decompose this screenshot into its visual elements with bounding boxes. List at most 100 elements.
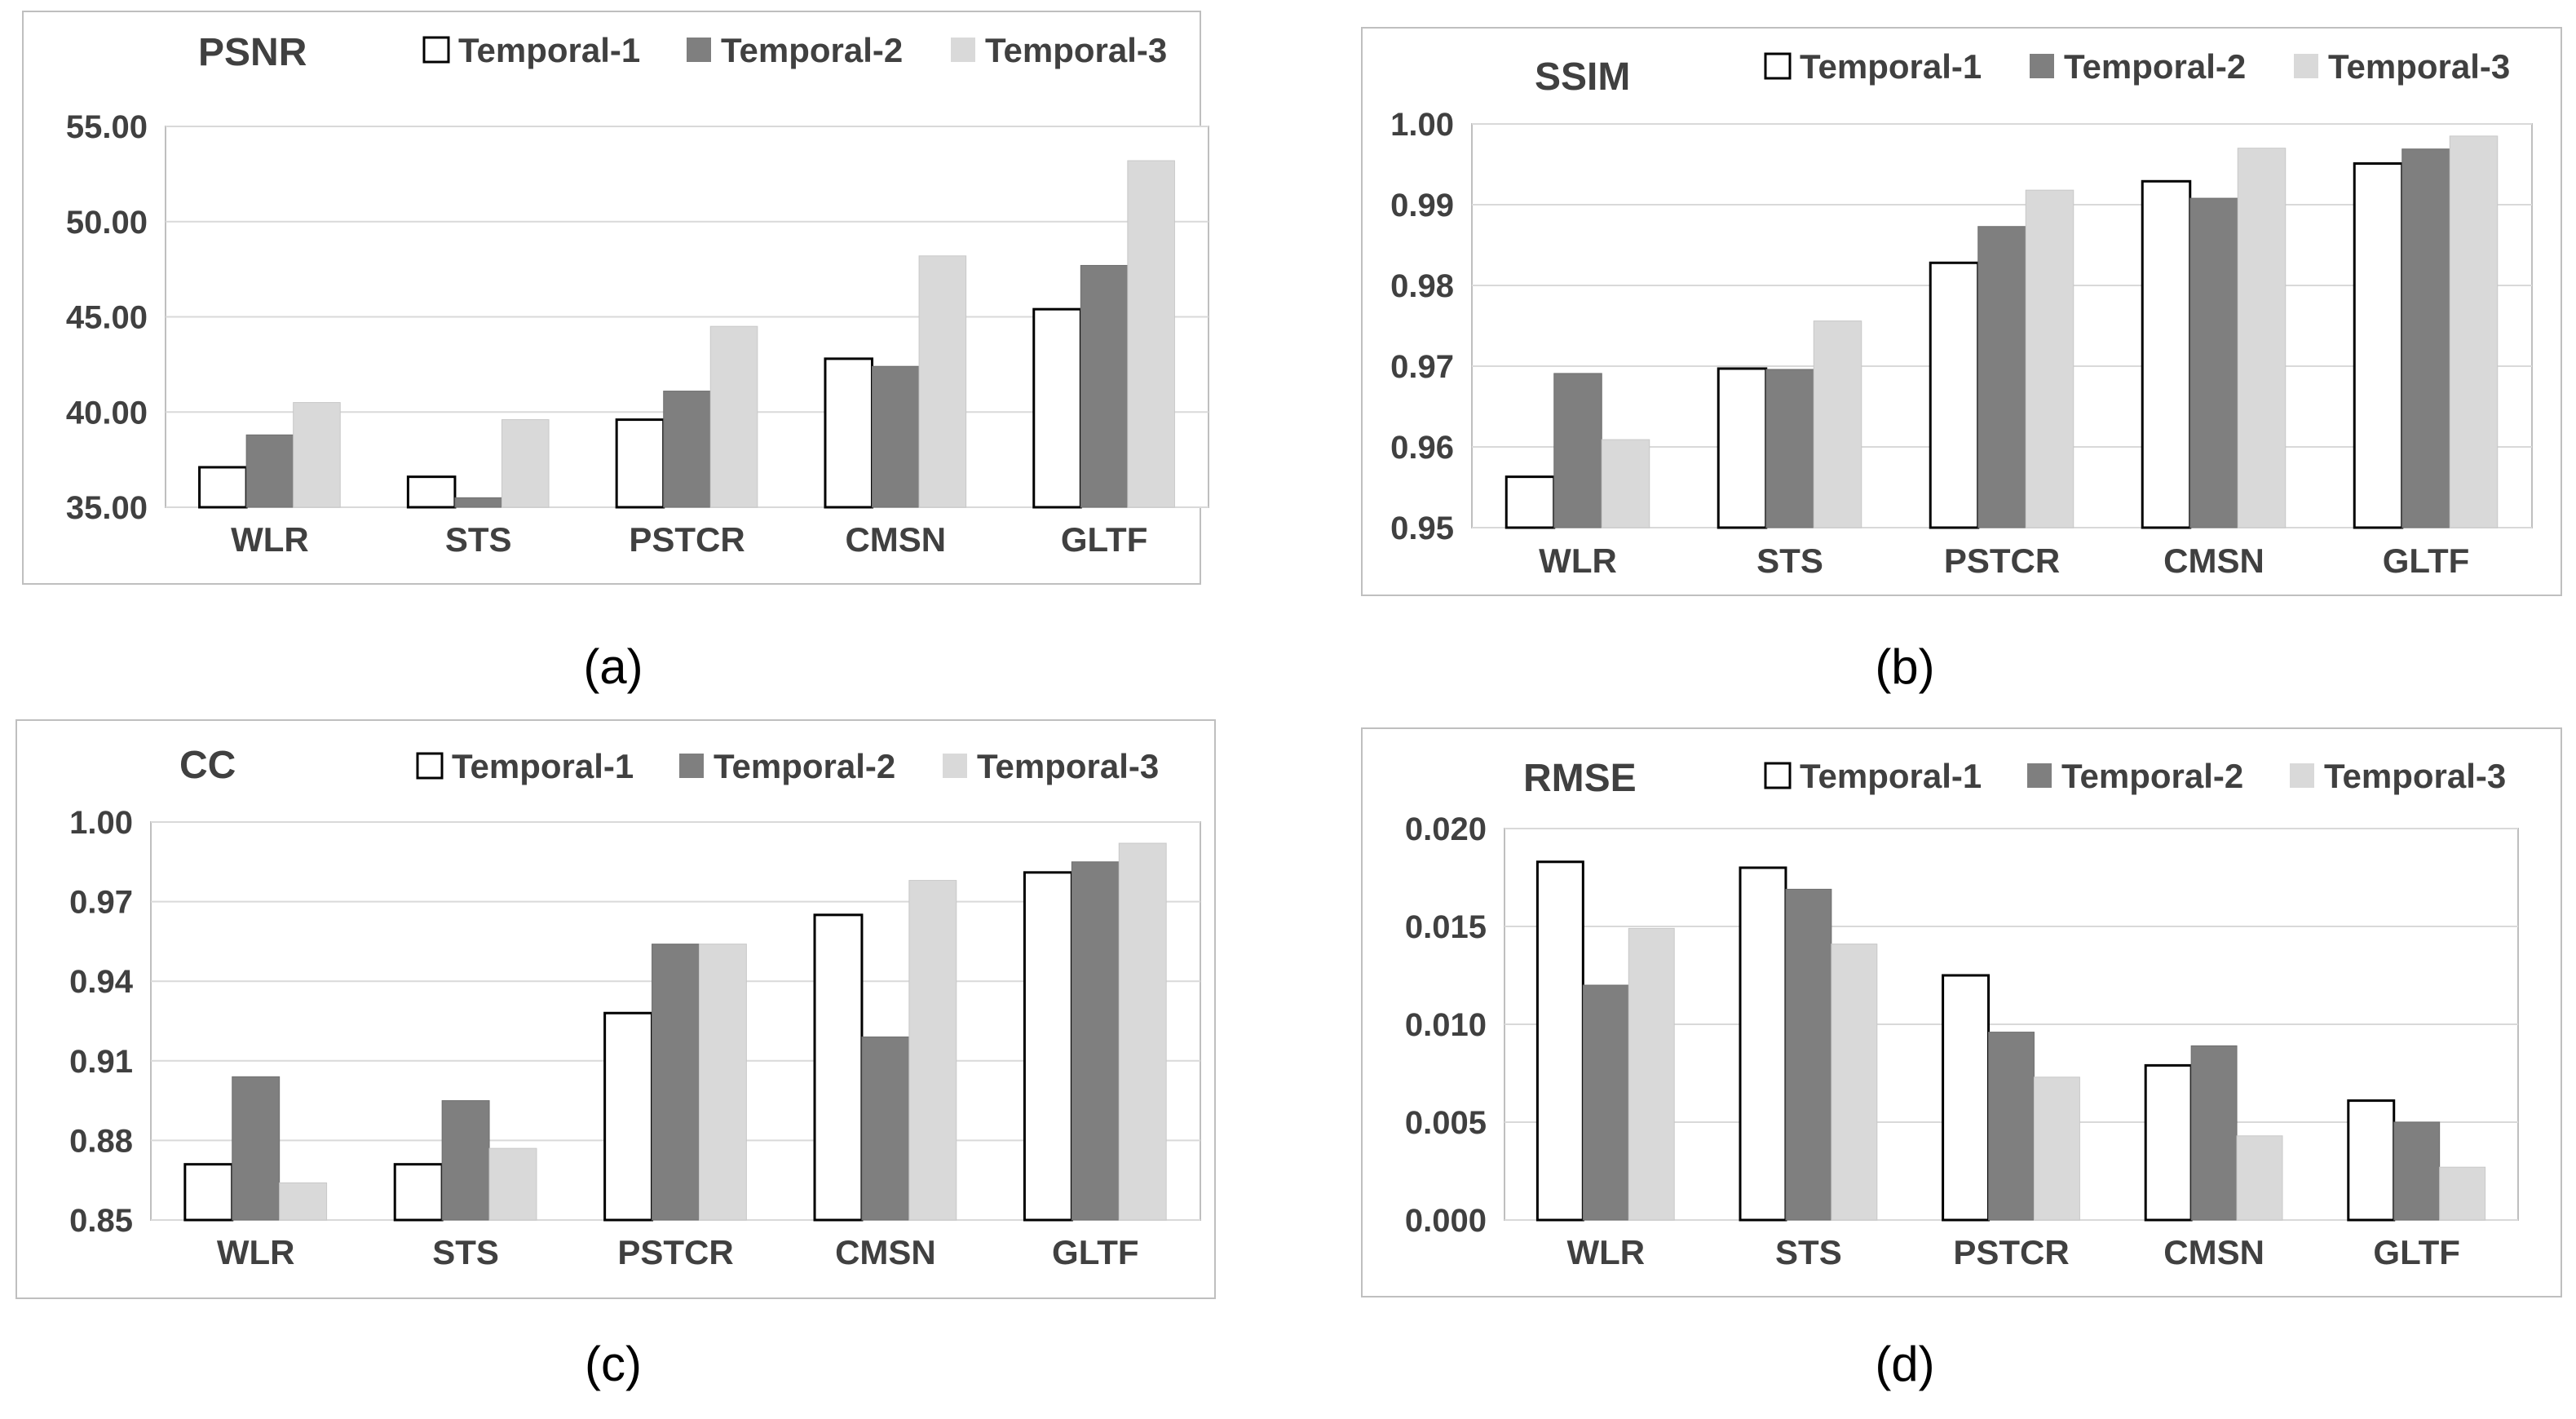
y-tick-label: 0.91 [69,1044,133,1080]
bar-temporal-2-pstcr [663,391,711,508]
panel-label: (d) [1875,1337,1934,1391]
bar-temporal-3-pstcr [709,325,758,508]
bar-temporal-3-cmsn [918,255,967,508]
legend-label: Temporal-1 [452,747,634,785]
legend-label: Temporal-2 [2064,47,2246,86]
bar-temporal-3-cmsn [908,880,957,1221]
y-tick-label: 0.98 [1390,268,1454,304]
bar-temporal-1-wlr [198,466,248,509]
y-tick-label: 0.97 [1390,349,1454,385]
bar-temporal-1-cmsn [813,913,864,1222]
y-tick-label: 0.99 [1390,188,1454,223]
bar-temporal-1-cmsn [2141,179,2192,529]
y-tick-label: 0.88 [69,1123,133,1159]
bar-temporal-3-pstcr [2033,1076,2080,1221]
x-tick-label: PSTCR [1944,542,2060,580]
legend-swatch-3 [2294,54,2318,78]
y-tick-label: 0.96 [1390,430,1454,466]
x-tick-label: STS [445,520,512,559]
y-tick-label: 0.005 [1405,1105,1487,1141]
y-tick-label: 0.85 [69,1203,133,1239]
x-tick-label: WLR [217,1233,295,1271]
y-tick-label: 55.00 [66,109,148,145]
y-tick-label: 0.94 [69,964,134,1000]
legend-label: Temporal-3 [2324,757,2506,795]
bar-temporal-1-gltf [2353,162,2404,529]
panel-label: (c) [585,1337,642,1391]
bar-temporal-2-sts [1785,888,1832,1221]
bar-temporal-3-gltf [2449,135,2499,528]
legend-swatch-3 [2290,763,2314,788]
bar-temporal-3-wlr [1601,439,1650,528]
y-tick-label: 0.010 [1405,1007,1487,1043]
chart-panel-3: 0.85 0.88 0.91 0.94 0.97 1.00 WLR STS PSTCR CMSN G… [15,719,1216,1391]
y-tick-label: 0.015 [1405,909,1487,945]
bar-temporal-1-cmsn [2144,1063,2193,1222]
y-tick-label: 0.000 [1405,1203,1487,1239]
bar-temporal-2-gltf [1080,264,1129,508]
bar-temporal-1-pstcr [1942,974,1991,1222]
bar-temporal-2-pstcr [1988,1032,2035,1221]
legend-swatch-1 [1764,52,1792,80]
legend-label: Temporal-2 [721,31,903,69]
chart-panel-2: 0.95 0.96 0.97 0.98 0.99 1.00 WLR STS PSTCR CMSN G… [1361,27,2562,694]
bar-temporal-2-cmsn [2189,197,2238,528]
bar-temporal-2-wlr [232,1076,281,1221]
legend-label: Temporal-2 [2061,757,2243,795]
bar-temporal-2-wlr [1553,373,1602,528]
x-tick-label: CMSN [845,520,946,559]
x-tick-label: GLTF [1052,1233,1139,1271]
y-tick-label: 0.020 [1405,811,1487,847]
y-tick-label: 1.00 [69,805,133,841]
y-tick-label: 40.00 [66,395,148,431]
x-tick-label: STS [1775,1233,1842,1271]
bar-temporal-1-sts [393,1163,444,1222]
bar-temporal-1-cmsn [824,357,874,509]
legend-swatch-1 [422,36,450,64]
panel-label: (a) [583,639,643,694]
legend-label: Temporal-1 [1800,47,1982,86]
bar-temporal-2-sts [454,497,502,508]
legend-label: Temporal-1 [458,31,640,69]
x-tick-label: STS [1756,542,1823,580]
bar-temporal-3-gltf [1127,160,1175,508]
y-tick-label: 0.95 [1390,511,1454,546]
legend-swatch-1 [1764,762,1792,789]
chart-title: PSNR [198,31,307,74]
x-tick-label: CMSN [2163,1233,2264,1271]
bar-temporal-2-wlr [245,434,294,508]
bar-temporal-3-sts [1831,944,1878,1221]
x-tick-label: CMSN [835,1233,936,1271]
legend-label: Temporal-1 [1800,757,1982,795]
bar-temporal-1-pstcr [615,418,665,509]
chart-panel-4: 0.000 0.005 0.010 0.015 0.020 WLR STS PSTCR CMSN… [1361,727,2562,1391]
bar-temporal-3-sts [1813,320,1862,528]
legend-swatch-2 [679,754,704,778]
x-tick-label: GLTF [1061,520,1148,559]
bar-temporal-1-pstcr [603,1011,654,1222]
bar-temporal-1-wlr [1505,475,1556,529]
bar-temporal-3-cmsn [2237,148,2287,528]
bar-temporal-1-gltf [1023,871,1073,1222]
bar-temporal-3-pstcr [2025,189,2074,528]
bar-temporal-2-wlr [1582,984,1629,1221]
legend-label: Temporal-3 [2328,47,2510,86]
bar-temporal-2-pstcr [652,944,700,1221]
panel-label: (b) [1875,639,1934,694]
chart-panel-1: 35.00 40.00 45.00 50.00 55.00 WLR STS PSTCR CMSN… [22,11,1209,694]
x-tick-label: GLTF [2383,542,2470,580]
bar-temporal-3-wlr [1628,927,1675,1221]
y-tick-label: 0.97 [69,885,133,921]
y-tick-label: 45.00 [66,300,148,336]
x-tick-label: PSTCR [629,520,745,559]
chart-title: SSIM [1535,55,1630,99]
legend-label: Temporal-3 [977,747,1159,785]
x-tick-label: CMSN [2163,542,2264,580]
bar-temporal-2-cmsn [861,1037,910,1221]
bar-temporal-1-sts [1739,866,1787,1222]
legend-swatch-2 [2027,763,2052,788]
legend-label: Temporal-2 [714,747,895,785]
chart-title: RMSE [1523,757,1637,800]
bar-temporal-3-cmsn [2236,1135,2283,1221]
bar-temporal-3-pstcr [698,944,747,1221]
